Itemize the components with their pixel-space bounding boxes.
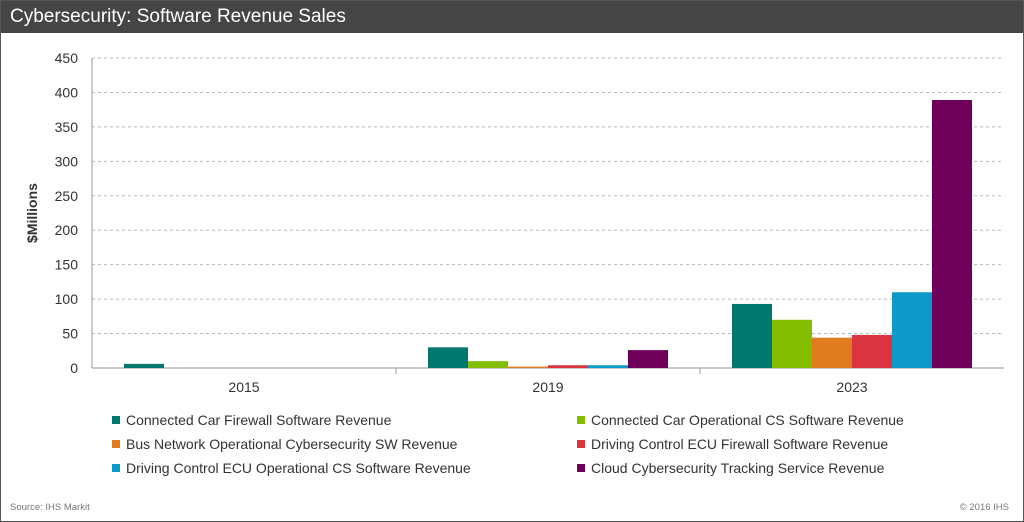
bar (124, 363, 164, 368)
y-tick-label: 250 (55, 188, 79, 204)
legend-swatch (112, 464, 120, 472)
x-tick-label: 2019 (532, 379, 563, 393)
legend-label: Connected Car Operational CS Software Re… (591, 412, 904, 428)
legend-label: Connected Car Firewall Software Revenue (126, 412, 392, 428)
y-tick-label: 200 (55, 222, 79, 238)
y-tick-label: 350 (55, 119, 79, 135)
copyright-note: © 2016 IHS (959, 502, 1009, 513)
legend-swatch (112, 440, 120, 448)
x-tick-label: 2015 (228, 379, 259, 393)
bar-chart: 0 50 100 150 200 250 300 350 400 450 $Millions 2015… (24, 50, 1004, 393)
bar (428, 347, 468, 368)
bar (932, 100, 972, 369)
y-tick-label: 300 (55, 153, 79, 169)
source-note: Source: IHS Markit (10, 502, 90, 513)
bar (548, 365, 588, 368)
legend-item: Connected Car Firewall Software Revenue (112, 412, 391, 428)
legend-item: Driving Control ECU Firewall Software Re… (577, 436, 888, 452)
legend-swatch (112, 416, 120, 424)
y-tick-label: 400 (55, 84, 79, 100)
legend-item: Driving Control ECU Operational CS Softw… (112, 460, 471, 476)
chart-title: Cybersecurity: Software Revenue Sales (1, 1, 1023, 33)
legend-swatch (577, 440, 585, 448)
legend-item: Cloud Cybersecurity Tracking Service Rev… (577, 460, 884, 476)
bar (892, 292, 932, 368)
bar (772, 319, 812, 368)
y-tick-label: 100 (55, 291, 79, 307)
x-tick-label: 2023 (836, 379, 867, 393)
bar (812, 337, 852, 368)
legend-swatch (577, 416, 585, 424)
bar (508, 366, 548, 368)
y-tick-label: 150 (55, 257, 79, 273)
legend-label: Driving Control ECU Firewall Software Re… (591, 436, 889, 452)
legend-label: Driving Control ECU Operational CS Softw… (126, 460, 471, 476)
y-tick-label: 50 (62, 326, 78, 342)
legend-label: Bus Network Operational Cybersecurity SW… (126, 436, 458, 452)
legend-item: Bus Network Operational Cybersecurity SW… (112, 436, 457, 452)
bar (852, 334, 892, 368)
y-tick-label: 0 (70, 360, 78, 376)
bar (588, 365, 628, 368)
bar (468, 361, 508, 368)
bar (628, 350, 668, 368)
legend-item: Connected Car Operational CS Software Re… (577, 412, 904, 428)
legend-label: Cloud Cybersecurity Tracking Service Rev… (591, 460, 885, 476)
legend-swatch (577, 464, 585, 472)
y-axis-label: $Millions (24, 183, 40, 243)
bar (732, 303, 772, 368)
y-tick-label: 450 (55, 50, 79, 66)
